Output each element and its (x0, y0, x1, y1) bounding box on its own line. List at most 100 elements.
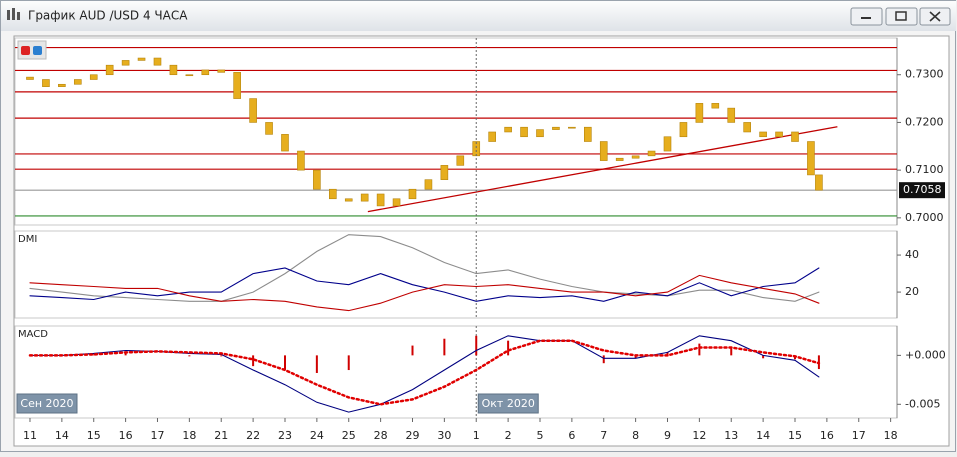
x-tick-label: 6 (568, 429, 575, 442)
candle (89, 74, 98, 80)
y-tick-label: 0.7000 (905, 211, 944, 224)
candle (201, 69, 210, 76)
panel-title: MACD (18, 329, 48, 340)
trend-line (367, 126, 838, 213)
candle (647, 150, 656, 157)
chart-area (13, 35, 950, 447)
x-tick-label: 5 (536, 429, 543, 442)
indicator-line (28, 339, 821, 406)
app-icon (7, 8, 20, 20)
candle (631, 155, 640, 159)
candle (663, 136, 672, 152)
candle (26, 76, 34, 80)
maximize-button[interactable] (885, 7, 918, 26)
candle (217, 69, 226, 73)
candle (743, 122, 751, 133)
candle (504, 126, 512, 133)
candle (759, 131, 767, 138)
chart-toolbar[interactable] (17, 40, 47, 60)
x-tick-label: 15 (788, 429, 802, 442)
period-badge (477, 393, 539, 414)
x-tick-label: 14 (55, 429, 69, 442)
indicator-line (29, 274, 820, 312)
period-label: Сен 2020 (20, 397, 73, 410)
x-tick-label: 17 (852, 429, 866, 442)
candle (568, 126, 576, 129)
y-tick-label: 0.7200 (905, 115, 944, 128)
candle (137, 57, 146, 61)
close-button[interactable] (919, 7, 951, 26)
x-tick-label: 18 (182, 429, 196, 442)
candle (281, 134, 289, 152)
indicator-line (29, 234, 820, 302)
x-tick-label: 7 (600, 429, 607, 442)
candle (360, 193, 369, 202)
y-tick-label: 40 (905, 248, 919, 261)
x-tick-label: 30 (437, 429, 451, 442)
current-price: 0.7058 (903, 183, 942, 196)
candle (73, 79, 82, 85)
x-tick-label: 15 (87, 429, 101, 442)
y-tick-label: 0.7300 (905, 68, 944, 81)
y-tick-label: -0.005 (905, 397, 940, 410)
candle (584, 126, 592, 142)
candle (233, 72, 241, 99)
candle (775, 131, 783, 138)
window-title: График AUD /USD 4 ЧАСА (28, 9, 188, 23)
x-tick-label: 24 (310, 429, 324, 442)
candle (727, 107, 736, 123)
candle (169, 64, 178, 76)
x-tick-label: 21 (214, 429, 228, 442)
x-tick-label: 22 (246, 429, 260, 442)
candle (615, 157, 624, 161)
x-tick-label: 14 (756, 429, 770, 442)
candle (265, 122, 273, 135)
candle (376, 193, 385, 207)
candle (313, 169, 321, 190)
candle (456, 155, 465, 166)
candle (488, 131, 496, 142)
panel-title: DMI (18, 234, 37, 245)
candle (105, 64, 114, 76)
y-tick-label: +0.000 (905, 348, 946, 361)
candle (153, 57, 162, 66)
candle (679, 122, 688, 138)
x-tick-label: 1 (473, 429, 480, 442)
candle (520, 126, 528, 138)
candle (807, 141, 815, 176)
candle (344, 198, 353, 202)
candle (711, 103, 720, 109)
x-tick-label: 16 (820, 429, 834, 442)
candle (815, 174, 823, 191)
x-tick-label: 29 (405, 429, 419, 442)
candle (42, 79, 50, 87)
x-tick-label: 13 (724, 429, 738, 442)
candle (329, 188, 337, 200)
minimize-button[interactable] (850, 7, 883, 26)
x-tick-label: 8 (632, 429, 639, 442)
candle (408, 188, 417, 200)
candle (297, 150, 305, 171)
x-tick-label: 9 (664, 429, 671, 442)
candle (121, 60, 130, 66)
x-tick-label: 11 (23, 429, 37, 442)
candle (424, 179, 433, 190)
x-tick-label: 2 (505, 429, 512, 442)
x-tick-label: 28 (374, 429, 388, 442)
y-tick-label: 0.7100 (905, 163, 944, 176)
candle (599, 141, 608, 161)
candle (536, 129, 544, 138)
y-tick-label: 20 (905, 285, 919, 298)
candle (440, 165, 449, 180)
x-tick-label: 25 (342, 429, 356, 442)
candle (695, 103, 704, 123)
candle (249, 98, 257, 123)
title-bar (1, 1, 956, 31)
candle (58, 83, 66, 87)
price-badge (899, 182, 945, 199)
candle (185, 74, 194, 77)
x-tick-label: 18 (884, 429, 898, 442)
candle (791, 131, 799, 142)
